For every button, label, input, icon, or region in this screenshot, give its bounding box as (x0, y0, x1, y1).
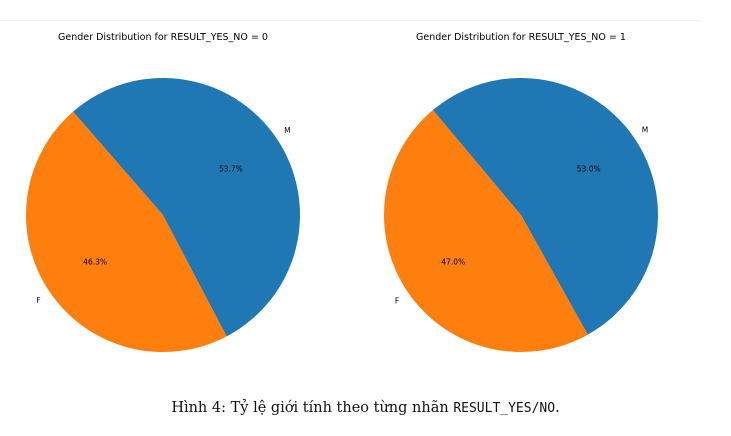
pct-label-F: 47.0% (441, 258, 465, 267)
chart-title-0: Gender Distribution for RESULT_YES_NO = … (58, 32, 268, 43)
top-divider (0, 20, 700, 21)
category-label-F: F (36, 296, 40, 305)
pie-chart-result-1: 47.0% F 53.0% M Gender Distribution for RESU… (383, 32, 658, 353)
pie-slice-F (383, 110, 588, 353)
pie-slice-M (73, 78, 300, 337)
pie-chart-result-0: 46.3% F 53.7% M Gender Distribution for RESU… (25, 32, 300, 353)
pct-label-F: 46.3% (83, 257, 107, 266)
category-label-F: F (395, 297, 399, 306)
caption-prefix: Hình 4: Tỷ lệ giới tính theo từng nhãn (171, 400, 454, 416)
caption-suffix: . (555, 400, 560, 416)
category-label-M: M (284, 126, 290, 135)
figure-caption: Hình 4: Tỷ lệ giới tính theo từng nhãn R… (0, 400, 731, 416)
caption-code: RESULT_YES/NO (453, 401, 556, 416)
pct-label-M: 53.7% (219, 165, 243, 174)
category-label-M: M (642, 125, 648, 134)
pct-label-M: 53.0% (577, 164, 601, 173)
pie-slice-F (25, 111, 227, 353)
pie-charts-figure: 46.3% F 53.7% M Gender Distribution for RESU… (25, 32, 658, 353)
chart-title-1: Gender Distribution for RESULT_YES_NO = … (416, 32, 626, 43)
pie-slice-M (432, 78, 658, 335)
